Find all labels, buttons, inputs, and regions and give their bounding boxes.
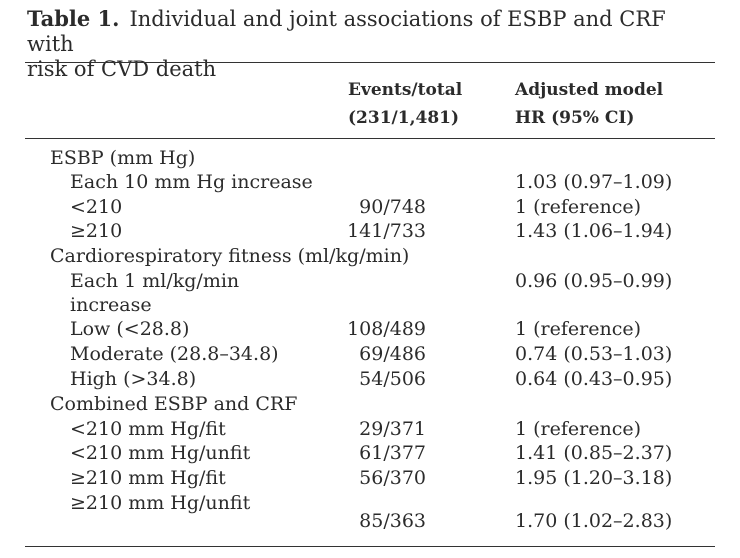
row-label: High (>34.8) bbox=[70, 368, 197, 390]
top-rule bbox=[25, 62, 715, 63]
header-hr-line2: HR (95% CI) bbox=[515, 108, 635, 128]
row-label: <210 bbox=[70, 196, 123, 218]
row-events: 90/748 bbox=[359, 196, 426, 218]
row-label: <210 mm Hg/unfit bbox=[70, 442, 251, 464]
row-label: <210 mm Hg/fit bbox=[70, 418, 226, 440]
header-events-line2: (231/1,481) bbox=[348, 108, 460, 128]
row-hr: 0.64 (0.43–0.95) bbox=[515, 368, 673, 390]
row-hr: 1 (reference) bbox=[515, 418, 642, 440]
row-label: Each 10 mm Hg increase bbox=[70, 171, 313, 193]
bottom-rule bbox=[25, 546, 715, 547]
row-events: 29/371 bbox=[359, 418, 426, 440]
row-hr: 0.74 (0.53–1.03) bbox=[515, 343, 673, 365]
section-title-esbp: ESBP (mm Hg) bbox=[50, 147, 196, 169]
row-label: ≥210 mm Hg/unfit bbox=[70, 492, 251, 514]
row-hr: 1 (reference) bbox=[515, 196, 642, 218]
row-events: 54/506 bbox=[359, 368, 426, 390]
row-hr: 1.43 (1.06–1.94) bbox=[515, 220, 673, 242]
row-events: 56/370 bbox=[359, 467, 426, 489]
header-events: Events/total (231/1,481) bbox=[348, 76, 462, 132]
row-label: Low (<28.8) bbox=[70, 318, 190, 340]
caption-line-2: risk of CVD death bbox=[27, 57, 217, 81]
row-label: ≥210 bbox=[70, 220, 123, 242]
caption-line-1: Individual and joint associations of ESB… bbox=[27, 7, 666, 56]
row-events: 108/489 bbox=[347, 318, 426, 340]
row-hr: 1.95 (1.20–3.18) bbox=[515, 467, 673, 489]
header-events-line1: Events/total bbox=[348, 80, 463, 100]
row-events: 141/733 bbox=[347, 220, 426, 242]
row-label: ≥210 mm Hg/fit bbox=[70, 467, 226, 489]
header-hr: Adjusted model HR (95% CI) bbox=[515, 76, 663, 132]
header-rule bbox=[25, 138, 715, 139]
row-label: Each 1 ml/kg/min bbox=[70, 270, 240, 292]
row-hr: 1.41 (0.85–2.37) bbox=[515, 442, 673, 464]
row-events: 85/363 bbox=[359, 510, 426, 532]
header-hr-line1: Adjusted model bbox=[515, 80, 664, 100]
section-title-combined: Combined ESBP and CRF bbox=[50, 393, 298, 415]
row-hr: 1.03 (0.97–1.09) bbox=[515, 171, 673, 193]
row-hr: 1 (reference) bbox=[515, 318, 642, 340]
table-label: Table 1. bbox=[27, 6, 120, 31]
row-hr: 0.96 (0.95–0.99) bbox=[515, 270, 673, 292]
row-label-continued: increase bbox=[70, 294, 152, 316]
table-caption: Table 1. Individual and joint association… bbox=[27, 6, 717, 82]
row-hr: 1.70 (1.02–2.83) bbox=[515, 510, 673, 532]
row-events: 61/377 bbox=[359, 442, 426, 464]
row-label: Moderate (28.8–34.8) bbox=[70, 343, 279, 365]
section-title-crf: Cardiorespiratory fitness (ml/kg/min) bbox=[50, 245, 410, 267]
row-events: 69/486 bbox=[359, 343, 426, 365]
